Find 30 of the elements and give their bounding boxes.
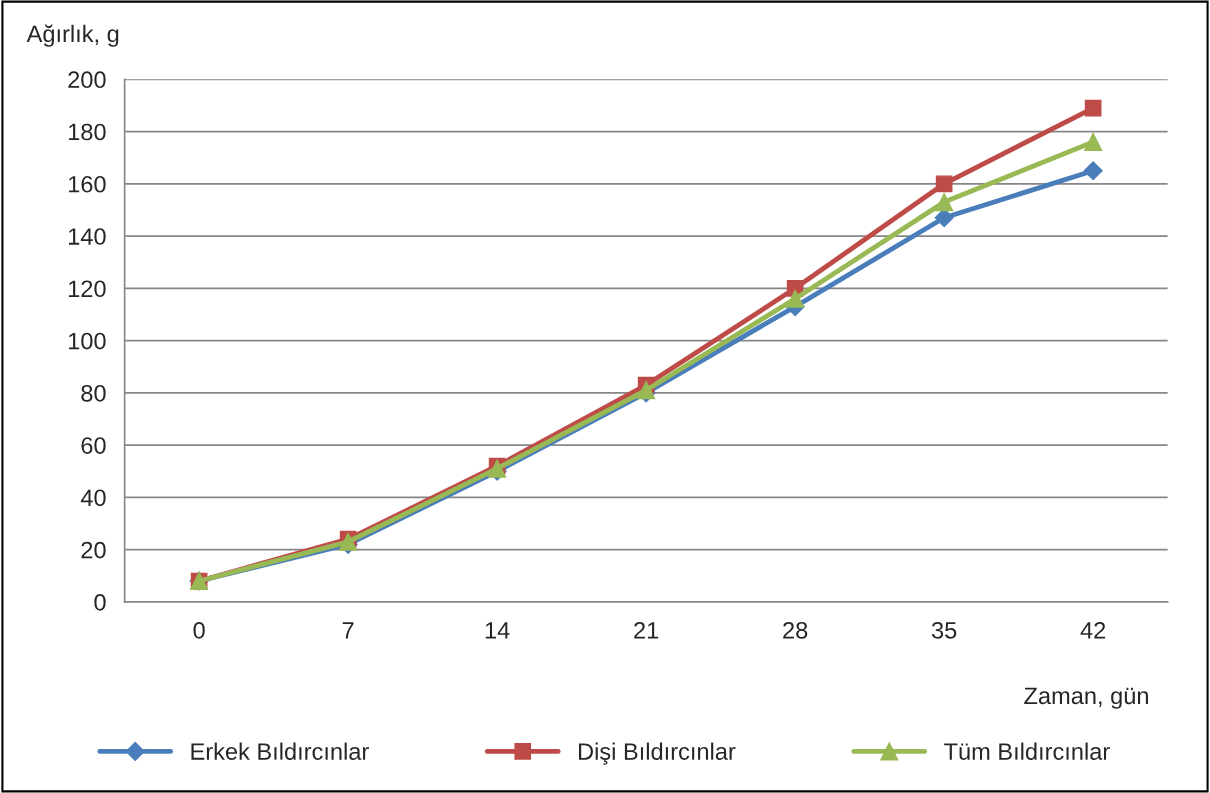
y-tick-label: 160 — [68, 175, 106, 193]
point — [786, 289, 805, 308]
legend-label: Dişi Bıldırcınlar — [578, 742, 736, 765]
y-tick-label: 40 — [80, 489, 106, 507]
y-tick-label: 100 — [68, 332, 106, 350]
x-tick-label: 21 — [634, 621, 659, 639]
point — [1084, 99, 1102, 117]
y-tick-label: 200 — [68, 71, 106, 89]
y-tick-label: 80 — [81, 384, 106, 402]
point — [935, 175, 953, 193]
point — [1084, 132, 1103, 152]
x-tick-label: 14 — [485, 622, 510, 639]
y-tick-label: 60 — [81, 437, 106, 454]
x-tick-label: 42 — [1080, 621, 1106, 639]
y-axis-title: Ağırlık, g — [26, 24, 119, 47]
y-tick-label: 20 — [81, 541, 106, 559]
point — [935, 193, 954, 212]
y-tick-label: 0 — [94, 593, 106, 611]
x-tick-label: 28 — [783, 621, 808, 639]
y-tick-label: 140 — [68, 228, 106, 245]
x-tick-label: 0 — [193, 621, 205, 639]
x-tick-label: 35 — [931, 621, 957, 639]
point — [1083, 161, 1103, 181]
x-axis-title: Zaman, gün — [1024, 687, 1148, 709]
x-tick-label: 7 — [342, 622, 354, 639]
y-tick-label: 180 — [68, 123, 106, 141]
point — [934, 208, 954, 228]
legend-label: Erkek Bıldırcınlar — [191, 742, 369, 760]
y-tick-label: 120 — [68, 280, 106, 298]
legend-label: Tüm Bıldırcınlar — [944, 742, 1110, 760]
